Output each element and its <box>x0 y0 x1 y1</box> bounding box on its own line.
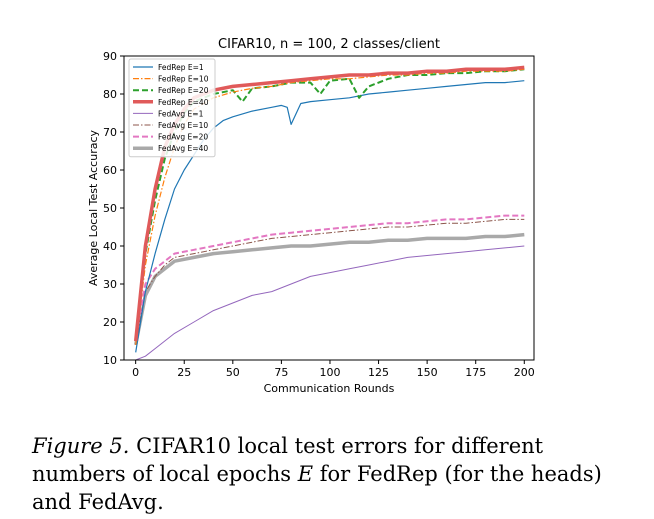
legend-label: FedAvg E=40 <box>158 144 208 153</box>
x-tick-label: 100 <box>319 366 340 379</box>
x-axis: 0 25 50 75 100 125 150 175 200 <box>132 360 535 379</box>
x-tick-label: 50 <box>226 366 240 379</box>
series-line-fedavg-e-1 <box>135 245 525 360</box>
caption-text: CIFAR10 local test errors for different … <box>32 434 544 486</box>
y-tick-label: 30 <box>103 278 117 291</box>
chart-figure: CIFAR10, n = 100, 2 classes/client 0 25 50… <box>87 37 535 395</box>
series-line-fedavg-e-20 <box>134 214 525 342</box>
x-axis-label: Communication Rounds <box>264 382 395 395</box>
y-tick-label: 70 <box>103 126 117 139</box>
legend: FedRep E=1 FedRep E=10 FedRep E=20 FedRep E… <box>128 58 216 158</box>
series-line-fedavg-e-40 <box>133 232 525 346</box>
legend-label: FedAvg E=1 <box>158 109 204 118</box>
x-tick-label: 25 <box>177 366 191 379</box>
caption-text-end: for FedRep (for the heads) and FedAvg. <box>32 462 602 514</box>
y-tick-label: 20 <box>103 316 117 329</box>
series-line-fedrep-e-1 <box>135 80 525 353</box>
legend-label: FedRep E=1 <box>158 63 204 72</box>
legend-label: FedRep E=40 <box>158 98 209 107</box>
y-axis-label: Average Local Test Accuracy <box>87 129 100 286</box>
chart-title: CIFAR10, n = 100, 2 classes/client <box>218 37 440 52</box>
series-line-fedavg-e-10 <box>135 218 525 345</box>
x-tick-label: 200 <box>514 366 535 379</box>
y-tick-label: 80 <box>103 88 117 101</box>
caption-label: Figure 5. <box>32 434 130 458</box>
y-tick-label: 10 <box>103 354 117 367</box>
x-tick-label: 0 <box>132 366 139 379</box>
y-axis: 10 20 30 40 50 60 70 80 90 <box>103 50 124 367</box>
x-tick-label: 125 <box>368 366 389 379</box>
x-tick-label: 75 <box>274 366 288 379</box>
figure-caption: Figure 5. CIFAR10 local test errors for … <box>32 432 632 516</box>
legend-box <box>128 58 216 158</box>
caption-variable: E <box>297 462 314 486</box>
y-tick-label: 50 <box>103 202 117 215</box>
y-tick-label: 60 <box>103 164 117 177</box>
y-tick-label: 90 <box>103 50 117 63</box>
legend-label: FedRep E=10 <box>158 75 209 84</box>
legend-label: FedRep E=20 <box>158 86 209 95</box>
y-tick-label: 40 <box>103 240 117 253</box>
x-tick-label: 175 <box>465 366 486 379</box>
legend-label: FedAvg E=10 <box>158 121 208 130</box>
x-tick-label: 150 <box>417 366 438 379</box>
legend-label: FedAvg E=20 <box>158 133 208 142</box>
